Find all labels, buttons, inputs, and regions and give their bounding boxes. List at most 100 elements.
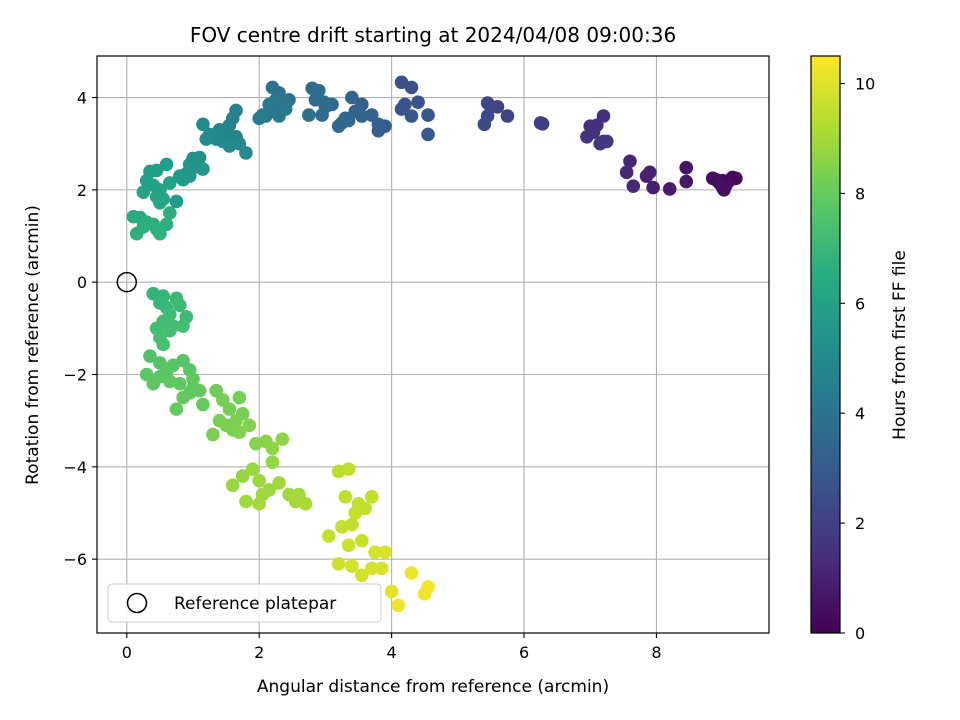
x-axis-ticks: 0 2 4 6 8	[122, 633, 662, 662]
data-point	[394, 102, 409, 116]
data-point	[317, 95, 331, 109]
legend-entry-reference-platepar: Reference platepar	[174, 594, 336, 614]
data-point	[199, 132, 214, 146]
data-point	[315, 108, 329, 122]
colorbar: 0 2 4 6 8 10 Hours from first FF file	[810, 55, 910, 643]
data-points	[126, 75, 743, 613]
data-point	[166, 319, 180, 333]
y-axis-label: Rotation from reference (arcmin)	[23, 205, 43, 485]
data-point	[265, 441, 280, 456]
legend-box	[107, 583, 382, 623]
data-point	[225, 478, 240, 493]
data-point	[404, 109, 419, 123]
data-point	[143, 349, 157, 363]
y-tick-label: −6	[63, 550, 87, 569]
data-point	[623, 154, 637, 169]
data-point	[196, 117, 210, 132]
data-point	[196, 397, 210, 412]
data-point	[411, 95, 425, 109]
data-point	[129, 226, 144, 241]
data-point	[643, 165, 657, 180]
colorbar-gradient	[811, 56, 840, 633]
x-tick-label: 6	[519, 643, 529, 662]
data-point	[321, 529, 336, 543]
data-point	[153, 195, 167, 210]
data-point	[355, 109, 369, 123]
data-point	[599, 134, 614, 149]
colorbar-tick-label: 10	[855, 74, 875, 93]
colorbar-tick-label: 8	[855, 184, 865, 203]
data-point	[535, 117, 550, 131]
y-tick-label: −4	[63, 458, 87, 477]
colorbar-tick-label: 2	[855, 514, 865, 533]
data-point	[345, 90, 359, 105]
data-point	[265, 455, 280, 470]
data-point	[384, 584, 399, 599]
data-point	[355, 568, 369, 583]
data-point	[341, 462, 356, 476]
data-point	[229, 413, 243, 428]
data-point	[275, 432, 290, 446]
data-point	[245, 462, 260, 476]
data-point	[311, 83, 326, 98]
data-point	[404, 80, 419, 95]
data-point	[156, 337, 171, 352]
legend-marker-icon	[126, 592, 148, 614]
data-point	[626, 179, 641, 193]
data-point	[278, 102, 293, 116]
data-point	[196, 162, 210, 176]
data-point	[345, 559, 359, 573]
data-point	[348, 506, 363, 520]
data-point	[646, 180, 660, 195]
colorbar-tick-label: 4	[855, 404, 865, 423]
data-point	[341, 538, 356, 553]
x-tick-label: 8	[651, 643, 661, 662]
data-point	[265, 80, 280, 95]
data-point	[239, 146, 253, 160]
data-point	[239, 494, 253, 509]
data-point	[364, 490, 379, 504]
data-point	[163, 176, 177, 190]
data-point	[242, 418, 257, 433]
y-axis-ticks: −6 −4 −2 0 2 4	[63, 89, 97, 569]
data-point	[146, 376, 161, 391]
y-tick-label: −2	[63, 366, 87, 385]
data-point	[252, 473, 267, 488]
data-point	[252, 111, 267, 126]
data-point	[331, 556, 346, 571]
data-point	[222, 402, 237, 416]
data-point	[368, 545, 382, 560]
data-point	[182, 169, 197, 183]
data-point	[679, 174, 694, 189]
data-point	[172, 376, 187, 391]
x-tick-label: 4	[387, 643, 397, 662]
data-point	[169, 194, 184, 209]
data-point	[335, 520, 349, 534]
colorbar-ticks: 0 2 4 6 8 10	[840, 74, 875, 643]
x-axis-label: Angular distance from reference (arcmin)	[257, 677, 609, 697]
data-point	[391, 598, 406, 613]
data-point	[176, 319, 190, 333]
plot-frame	[96, 55, 770, 634]
data-point	[341, 113, 356, 128]
data-point	[580, 129, 594, 144]
data-point	[374, 561, 389, 576]
grid-lines	[97, 56, 769, 633]
data-point	[662, 182, 677, 196]
data-point	[477, 117, 492, 132]
data-point	[272, 476, 286, 490]
data-point	[378, 545, 392, 560]
data-point	[421, 127, 435, 142]
data-point	[149, 222, 164, 236]
data-point	[172, 298, 187, 313]
colorbar-label: Hours from first FF file	[890, 250, 910, 440]
data-point	[355, 533, 369, 548]
data-point	[163, 206, 177, 220]
data-point	[421, 580, 435, 594]
data-point	[169, 402, 184, 416]
y-tick-label: 2	[77, 181, 87, 200]
data-point	[371, 123, 386, 138]
data-point	[136, 185, 151, 199]
y-tick-label: 4	[77, 89, 87, 108]
